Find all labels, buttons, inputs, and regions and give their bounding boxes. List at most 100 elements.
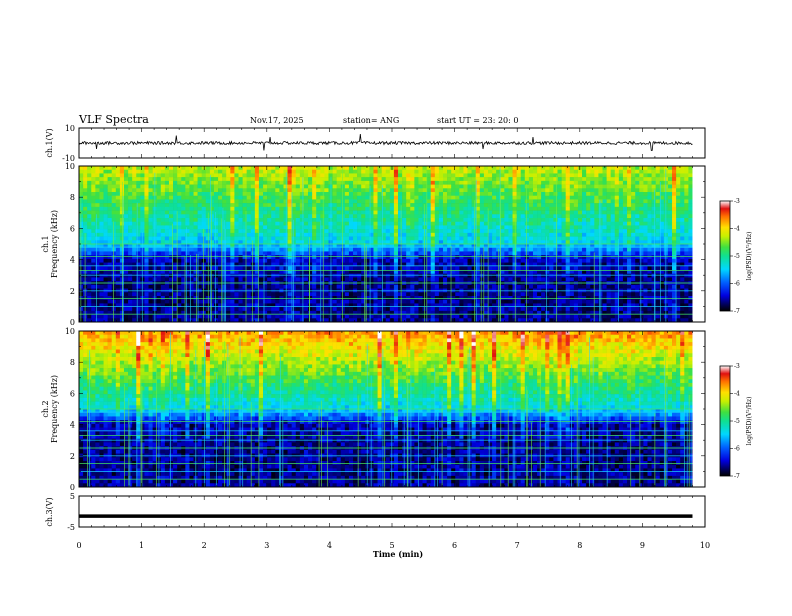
spectrogram-cell	[99, 310, 104, 315]
spectrogram-cell	[492, 210, 497, 215]
spectrogram-cell	[471, 310, 477, 315]
spectrogram-cell	[287, 270, 292, 275]
spectrogram-cell	[459, 180, 464, 185]
spectrogram-cell	[373, 214, 378, 219]
spectrogram-cell	[173, 218, 178, 223]
spectrogram-cell	[316, 188, 321, 193]
spectrogram-cell	[279, 232, 284, 237]
spectrogram-cell	[492, 314, 497, 319]
spectrogram-cell	[553, 166, 558, 171]
spectrogram-cell	[447, 303, 452, 308]
spectrogram-cell	[516, 203, 522, 208]
spectrogram-cell	[557, 214, 562, 219]
spectrogram-cell	[181, 218, 186, 223]
spectrogram-cell	[156, 218, 162, 223]
spectrogram-cell	[398, 273, 403, 278]
spectrogram-cell	[340, 255, 346, 260]
spectrogram-cell	[447, 232, 452, 237]
spectrogram-cell	[455, 314, 460, 319]
spectrogram-cell	[185, 173, 190, 178]
spectrogram-cell	[263, 270, 268, 275]
spectrogram-cell	[512, 184, 517, 189]
spectrogram-cell	[246, 195, 252, 200]
spectrogram-cell	[353, 214, 358, 219]
spectrogram-cell	[344, 258, 350, 263]
spectrogram-cell	[328, 173, 333, 178]
spectrogram-cell	[361, 277, 366, 282]
spectrogram-cell	[447, 270, 452, 275]
spectrogram-cell	[332, 314, 337, 319]
spectrogram-cell	[545, 225, 550, 230]
spectrogram-cell	[246, 284, 252, 289]
spectrogram-cell	[279, 195, 284, 200]
spectrogram-cell	[148, 225, 153, 230]
spectrogram-cell	[156, 195, 162, 200]
spectrogram-cell	[160, 184, 166, 189]
spectrogram-cell	[177, 277, 182, 282]
spectrogram-cell	[479, 236, 485, 241]
spectrogram-cell	[222, 184, 227, 189]
spectrogram-cell	[389, 314, 395, 319]
spectrogram-cell	[156, 199, 162, 204]
spectrogram-cell	[389, 255, 395, 260]
spectrogram-cell	[254, 284, 260, 289]
spectrogram-cell	[385, 240, 391, 245]
spectrogram-cell	[373, 203, 378, 208]
spectrogram-cell	[487, 277, 493, 282]
spectrogram-cell	[205, 192, 211, 197]
spectrogram-cell	[254, 318, 260, 323]
spectrogram-cell	[340, 247, 346, 252]
spectrogram-cell	[136, 258, 141, 263]
spectrogram-cell	[528, 184, 534, 189]
spectrogram-cell	[344, 184, 350, 189]
spectrogram-cell	[532, 262, 538, 267]
spectrogram-cell	[242, 310, 247, 315]
spectrogram-cell	[173, 244, 178, 249]
spectrogram-cell	[95, 296, 100, 301]
spectrogram-cell	[443, 173, 448, 178]
spectrogram-cell	[418, 255, 423, 260]
spectrogram-cell	[545, 184, 550, 189]
spectrogram-cell	[528, 296, 534, 301]
spectrogram-cell	[426, 225, 432, 230]
spectrogram-cell	[336, 177, 342, 182]
spectrogram-cell	[193, 229, 198, 234]
spectrogram-cell	[287, 284, 292, 289]
spectrogram-cell	[348, 177, 354, 182]
spectrogram-cell	[479, 292, 485, 297]
spectrogram-cell	[455, 206, 460, 211]
spectrogram-cell	[344, 180, 350, 185]
spectrogram-cell	[250, 229, 256, 234]
spectrogram-cell	[483, 184, 489, 189]
spectrogram-cell	[365, 206, 370, 211]
spectrogram-cell	[434, 244, 440, 249]
spectrogram-cell	[136, 203, 141, 208]
spectrogram-cell	[463, 173, 468, 178]
spectrogram-cell	[312, 307, 317, 312]
spectrogram-cell	[438, 273, 444, 278]
spectrogram-cell	[213, 270, 219, 275]
spectrogram-cell	[447, 240, 452, 245]
spectrogram-cell	[369, 199, 374, 204]
spectrogram-cell	[295, 192, 301, 197]
spectrogram-cell	[496, 244, 501, 249]
spectrogram-cell	[438, 210, 444, 215]
spectrogram-cell	[123, 195, 129, 200]
spectrogram-cell	[291, 177, 297, 182]
spectrogram-cell	[197, 296, 202, 301]
spectrogram-cell	[393, 284, 399, 289]
spectrogram-cell	[520, 273, 526, 278]
spectrogram-cell	[467, 199, 472, 204]
spectrogram-cell	[258, 314, 264, 319]
spectrogram-cell	[545, 284, 550, 289]
spectrogram-cell	[393, 299, 399, 304]
spectrogram-cell	[373, 270, 378, 275]
spectrogram-cell	[537, 225, 542, 230]
spectrogram-cell	[463, 299, 468, 304]
spectrogram-cell	[549, 169, 554, 174]
spectrogram-cell	[316, 240, 321, 245]
spectrogram-cell	[532, 203, 538, 208]
spectrogram-cell	[455, 270, 460, 275]
spectrogram-cell	[516, 166, 522, 171]
spectrogram-cell	[193, 236, 198, 241]
